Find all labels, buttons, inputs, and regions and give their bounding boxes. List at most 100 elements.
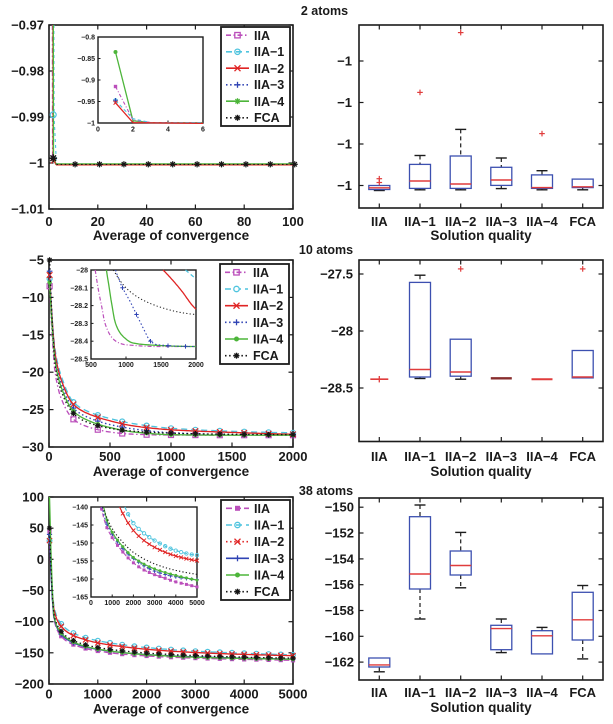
svg-text:IIA−4: IIA−4 [254,95,284,109]
svg-text:IIA−3: IIA−3 [254,78,284,92]
svg-text:−158: −158 [325,603,354,618]
svg-text:−30: −30 [22,440,44,455]
svg-text:3000: 3000 [147,600,163,607]
svg-text:IIA: IIA [371,449,388,464]
svg-text:−0.99: −0.99 [11,110,44,125]
svg-text:−1: −1 [337,137,352,152]
svg-text:IIA−4: IIA−4 [254,569,284,583]
svg-text:−1: −1 [29,156,44,171]
svg-text:−165: −165 [72,595,88,602]
svg-text:60: 60 [188,214,202,229]
svg-text:−28.5: −28.5 [320,381,353,396]
svg-text:FCA: FCA [254,585,280,599]
svg-text:IIA−1: IIA−1 [253,283,283,297]
svg-text:−50: −50 [22,583,44,598]
svg-text:2000: 2000 [132,687,161,702]
svg-text:−1.01: −1.01 [11,202,44,217]
svg-text:2000: 2000 [188,362,204,369]
svg-text:IIA−1: IIA−1 [404,685,435,700]
svg-text:IIA: IIA [371,214,388,229]
svg-text:Solution quality: Solution quality [430,228,532,243]
svg-text:−10: −10 [22,290,44,305]
svg-text:100: 100 [22,490,44,505]
svg-text:−0.95: −0.95 [77,99,95,106]
svg-text:FCA: FCA [569,214,596,229]
svg-text:5000: 5000 [279,687,308,702]
svg-text:−150: −150 [325,500,354,515]
svg-text:IIA: IIA [254,29,270,43]
svg-text:−28.4: −28.4 [70,339,88,346]
svg-text:100: 100 [282,214,304,229]
svg-text:−20: −20 [22,365,44,380]
svg-text:FCA: FCA [569,685,596,700]
svg-text:2000: 2000 [279,449,308,464]
svg-text:6: 6 [201,127,205,134]
svg-text:500: 500 [85,362,97,369]
svg-text:IIA−2: IIA−2 [253,299,283,313]
svg-text:IIA: IIA [254,502,270,516]
svg-text:IIA: IIA [253,266,269,280]
svg-text:0: 0 [96,127,100,134]
svg-text:4: 4 [166,127,170,134]
svg-text:−160: −160 [72,577,88,584]
svg-text:10 atoms: 10 atoms [299,243,353,257]
svg-text:−152: −152 [325,526,354,541]
svg-text:FCA: FCA [569,449,596,464]
svg-text:5000: 5000 [189,600,205,607]
svg-text:−0.97: −0.97 [11,18,44,33]
svg-text:−1: −1 [337,95,352,110]
svg-text:−1: −1 [337,54,352,69]
svg-text:IIA−2: IIA−2 [254,62,284,76]
svg-text:38 atoms: 38 atoms [299,484,353,498]
svg-text:IIA−3: IIA−3 [253,316,283,330]
svg-text:0: 0 [45,214,52,229]
svg-text:−28.2: −28.2 [70,303,88,310]
svg-text:IIA−1: IIA−1 [404,449,435,464]
svg-text:−156: −156 [325,577,354,592]
svg-text:−162: −162 [325,655,354,670]
svg-text:FCA: FCA [253,349,279,363]
svg-text:−1: −1 [337,178,352,193]
svg-text:0: 0 [37,552,44,567]
svg-text:−154: −154 [325,551,355,566]
svg-text:−28: −28 [331,324,353,339]
svg-text:Average of convergence: Average of convergence [93,702,250,717]
svg-text:0: 0 [45,687,52,702]
svg-text:Solution quality: Solution quality [430,464,532,479]
svg-text:0: 0 [89,600,93,607]
svg-text:1500: 1500 [153,362,169,369]
svg-text:−140: −140 [72,505,88,512]
svg-text:500: 500 [99,449,121,464]
svg-text:4000: 4000 [168,600,184,607]
svg-text:−200: −200 [15,677,44,692]
svg-text:IIA−4: IIA−4 [526,214,558,229]
svg-text:0: 0 [45,449,52,464]
svg-text:2: 2 [131,127,135,134]
svg-text:−28: −28 [76,268,88,275]
svg-text:IIA−1: IIA−1 [254,519,284,533]
svg-text:IIA−1: IIA−1 [404,214,435,229]
svg-text:IIA−4: IIA−4 [526,685,558,700]
svg-text:−0.9: −0.9 [81,78,95,85]
svg-text:1000: 1000 [83,687,112,702]
svg-text:3000: 3000 [181,687,210,702]
svg-text:−0.85: −0.85 [77,56,95,63]
svg-text:1000: 1000 [104,600,120,607]
svg-text:IIA−4: IIA−4 [253,333,283,347]
svg-text:−150: −150 [72,541,88,548]
svg-text:−5: −5 [29,253,44,268]
svg-text:40: 40 [139,214,153,229]
svg-text:IIA−3: IIA−3 [254,552,284,566]
svg-text:−28.3: −28.3 [70,321,88,328]
svg-text:IIA−3: IIA−3 [486,685,517,700]
svg-text:−155: −155 [72,559,88,566]
svg-text:−27.5: −27.5 [320,267,353,282]
svg-text:−150: −150 [15,645,44,660]
svg-text:IIA: IIA [371,685,388,700]
svg-text:−28.5: −28.5 [70,357,88,364]
svg-text:1000: 1000 [157,449,186,464]
svg-text:IIA−3: IIA−3 [486,449,517,464]
svg-text:IIA−2: IIA−2 [254,535,284,549]
svg-text:−25: −25 [22,402,44,417]
svg-text:Average of convergence: Average of convergence [93,464,250,479]
